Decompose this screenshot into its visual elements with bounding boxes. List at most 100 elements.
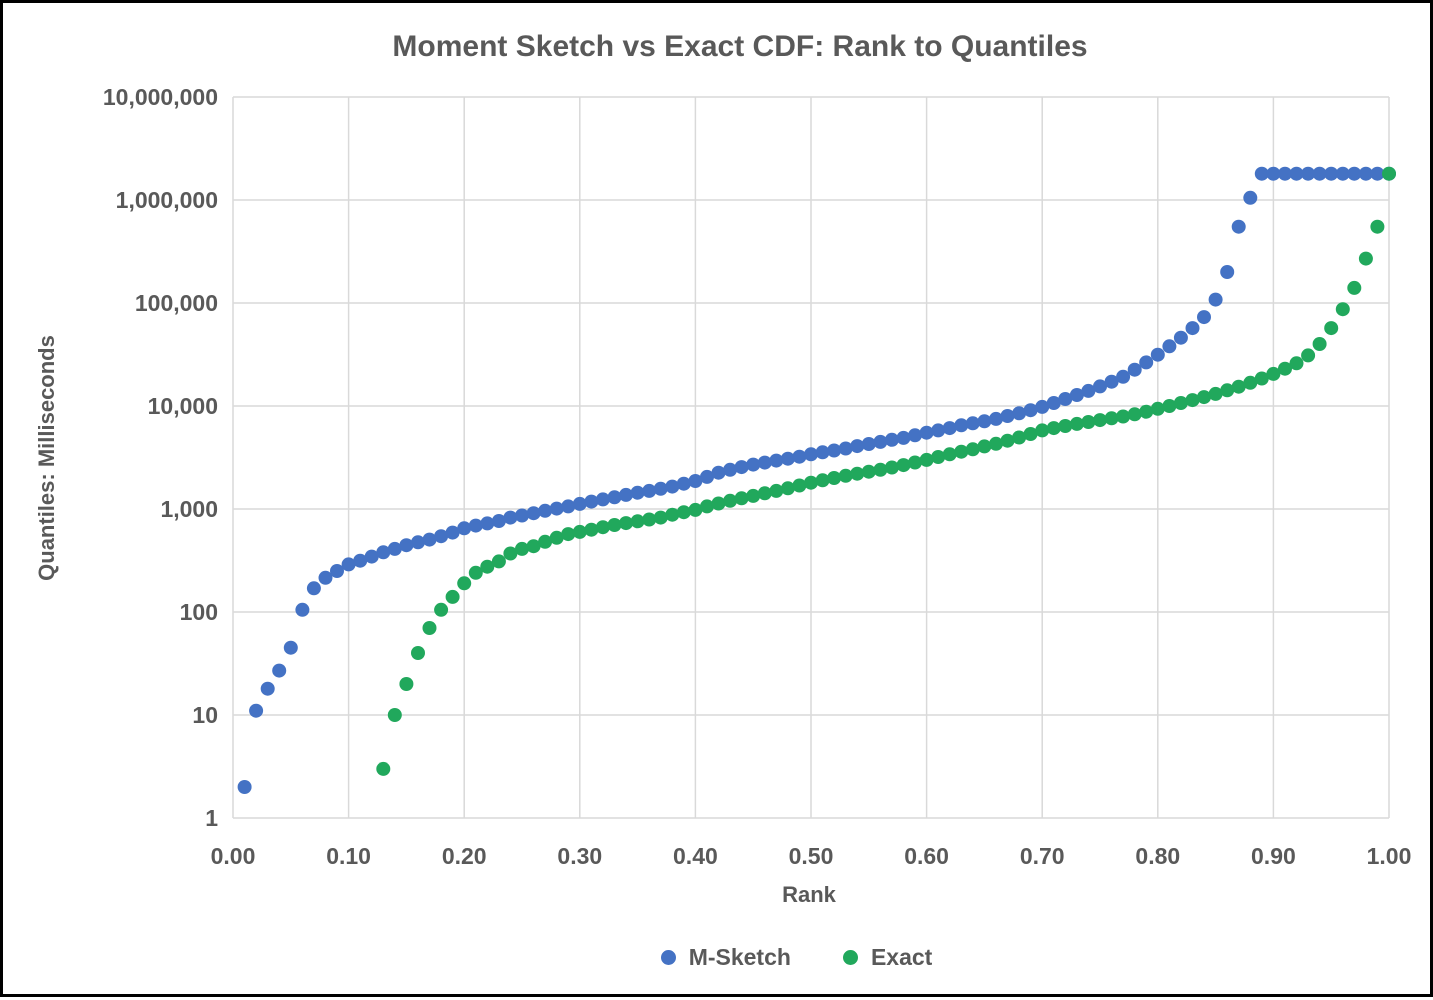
data-point-exact	[1220, 383, 1235, 398]
data-point-m-sketch	[1197, 310, 1211, 325]
data-point-m-sketch	[1150, 347, 1165, 362]
data-point-m-sketch	[318, 570, 333, 585]
data-point-exact	[688, 502, 703, 517]
data-point-m-sketch	[1173, 330, 1188, 345]
data-point-m-sketch	[457, 521, 472, 536]
data-point-m-sketch	[515, 508, 529, 523]
data-point-exact	[1335, 302, 1350, 317]
data-point-exact	[503, 546, 518, 561]
data-point-exact	[676, 505, 691, 520]
data-point-m-sketch	[619, 487, 633, 502]
data-point-m-sketch	[295, 602, 310, 617]
data-point-exact	[515, 541, 529, 556]
data-point-exact	[780, 481, 795, 496]
legend-item-exact: Exact	[842, 944, 933, 971]
data-point-m-sketch	[873, 434, 888, 449]
data-point-m-sketch	[445, 525, 460, 540]
legend-label-exact: Exact	[870, 944, 933, 970]
data-point-exact	[1185, 393, 1200, 408]
data-point-exact	[1231, 379, 1246, 394]
x-axis-title: Rank	[782, 882, 837, 907]
data-point-m-sketch	[1208, 292, 1223, 307]
data-point-exact	[815, 473, 830, 488]
data-point-m-sketch	[411, 535, 425, 550]
data-point-m-sketch	[919, 425, 934, 440]
data-point-m-sketch	[399, 538, 414, 553]
data-point-m-sketch	[954, 418, 969, 433]
data-point-m-sketch	[549, 501, 564, 516]
data-point-exact	[665, 507, 680, 522]
legend-marker-m-sketch-icon	[660, 950, 676, 965]
data-point-m-sketch	[769, 453, 784, 468]
data-point-exact	[1301, 348, 1316, 363]
data-point-exact	[457, 576, 472, 591]
data-point-exact	[1116, 409, 1131, 424]
data-point-exact	[896, 458, 911, 473]
data-point-m-sketch	[757, 455, 772, 470]
data-point-exact	[376, 761, 391, 776]
data-point-exact	[1370, 219, 1385, 234]
data-point-m-sketch	[838, 441, 853, 456]
data-point-exact	[1347, 280, 1362, 295]
data-point-exact	[734, 491, 749, 506]
data-point-exact	[804, 475, 818, 490]
data-point-exact	[931, 450, 946, 464]
data-point-m-sketch	[1358, 166, 1373, 181]
data-point-exact	[607, 518, 622, 532]
data-point-exact	[908, 455, 922, 470]
data-point-m-sketch	[1104, 374, 1119, 389]
x-tick-label: 0.10	[326, 843, 371, 869]
x-tick-label: 0.90	[1251, 843, 1296, 869]
data-point-exact	[1150, 401, 1165, 416]
data-point-m-sketch	[734, 460, 749, 475]
data-point-exact	[1312, 337, 1327, 351]
data-point-m-sketch	[584, 494, 599, 509]
data-point-exact	[1058, 419, 1073, 433]
y-tick-label: 10,000,000	[103, 84, 218, 110]
data-point-exact	[526, 539, 541, 554]
data-point-exact	[884, 460, 899, 475]
data-point-exact	[1069, 416, 1084, 431]
data-point-m-sketch	[341, 557, 356, 572]
legend-item-m-sketch: M-Sketch	[660, 944, 791, 971]
data-point-exact	[561, 527, 576, 542]
data-point-m-sketch	[353, 553, 368, 568]
data-point-exact	[989, 436, 1003, 451]
data-point-m-sketch	[249, 703, 264, 718]
data-point-exact	[1139, 404, 1154, 419]
data-point-exact	[965, 442, 980, 457]
data-point-exact	[468, 565, 483, 580]
data-point-m-sketch	[1012, 406, 1027, 421]
data-point-m-sketch	[676, 476, 691, 491]
data-point-m-sketch	[861, 437, 876, 451]
data-point-m-sketch	[1069, 388, 1084, 402]
data-point-m-sketch	[1035, 399, 1050, 414]
data-point-m-sketch	[1254, 166, 1269, 181]
data-point-m-sketch	[1370, 166, 1385, 181]
x-tick-label: 0.70	[1020, 843, 1065, 869]
data-point-exact	[850, 466, 865, 481]
data-point-m-sketch	[804, 447, 818, 462]
data-point-exact	[399, 677, 414, 691]
data-point-exact	[1382, 166, 1396, 181]
chart-canvas: 1 10 100 1,000 10,000 100,000 1,000,000 10,000,…	[34, 30, 1411, 907]
data-point-m-sketch	[1127, 362, 1142, 377]
data-point-exact	[642, 512, 657, 527]
data-point-m-sketch	[1278, 166, 1292, 181]
data-point-exact	[977, 439, 992, 454]
data-point-exact	[387, 708, 402, 722]
data-point-m-sketch	[1243, 190, 1258, 205]
data-point-m-sketch	[1185, 321, 1200, 336]
data-point-m-sketch	[1289, 166, 1304, 181]
data-point-exact	[954, 444, 969, 459]
data-point-exact	[1243, 375, 1258, 390]
legend-label-m-sketch: M-Sketch	[688, 944, 791, 970]
data-point-exact	[584, 522, 599, 537]
data-point-m-sketch	[283, 640, 298, 655]
plot-area	[237, 166, 1396, 794]
y-tick-label: 1,000,000	[116, 187, 218, 213]
data-point-m-sketch	[942, 421, 957, 436]
data-point-exact	[653, 510, 668, 525]
data-point-exact	[1358, 251, 1373, 266]
